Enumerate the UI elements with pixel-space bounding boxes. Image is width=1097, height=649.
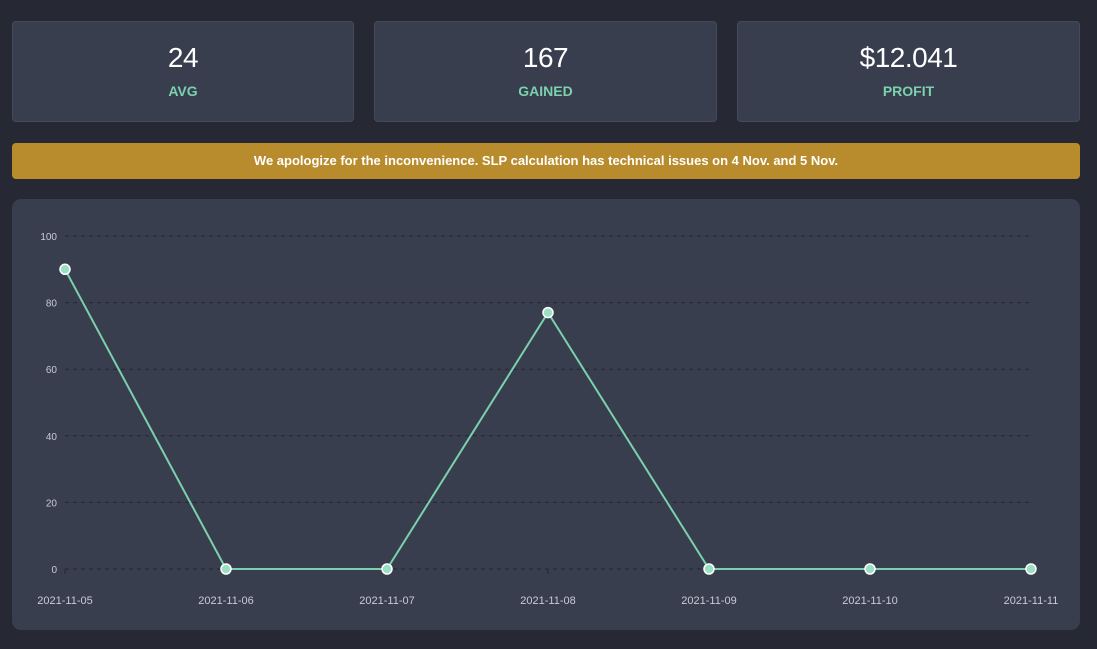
x-tick-label: 2021-11-08 [520, 595, 575, 607]
data-point [1025, 563, 1037, 575]
x-tick-label: 2021-11-06 [198, 595, 253, 607]
y-tick-label: 20 [46, 498, 58, 509]
stat-gained-value: 167 [522, 42, 569, 73]
chart-panel: 0 20 40 60 80 100 2021-11-05 2021-11-06 2021-11-… [12, 199, 1080, 630]
y-tick-label: 40 [46, 432, 58, 443]
stat-profit-label: PROFIT [882, 83, 935, 99]
stat-avg-label: AVG [168, 83, 198, 99]
stat-gained-label: GAINED [518, 83, 573, 99]
x-tick-label: 2021-11-11 [1004, 595, 1059, 607]
x-tick-label: 2021-11-07 [359, 595, 414, 607]
data-point [59, 263, 71, 276]
data-point [703, 563, 715, 575]
data-point [864, 563, 876, 575]
stat-card-avg: 24 AVG [12, 21, 354, 122]
x-tick-label: 2021-11-10 [842, 595, 897, 607]
x-tick-label: 2021-11-09 [681, 595, 736, 607]
data-point [220, 563, 232, 575]
stat-profit-value: $12.041 [859, 42, 958, 73]
data-point [381, 563, 393, 575]
notice-banner: We apologize for the inconvenience. SLP … [12, 143, 1080, 179]
y-tick-label: 0 [51, 565, 57, 576]
x-tick-label: 2021-11-05 [37, 595, 92, 607]
y-tick-label: 80 [46, 299, 58, 310]
stat-card-profit: $12.041 PROFIT [737, 21, 1080, 122]
stat-avg-value: 24 [167, 42, 199, 73]
data-point [542, 306, 554, 319]
stat-card-gained: 167 GAINED [374, 21, 717, 122]
y-tick-label: 100 [40, 232, 57, 243]
y-tick-label: 60 [46, 365, 58, 376]
line-chart: 0 20 40 60 80 100 2021-11-05 2021-11-06 2021-11-… [37, 232, 1059, 607]
